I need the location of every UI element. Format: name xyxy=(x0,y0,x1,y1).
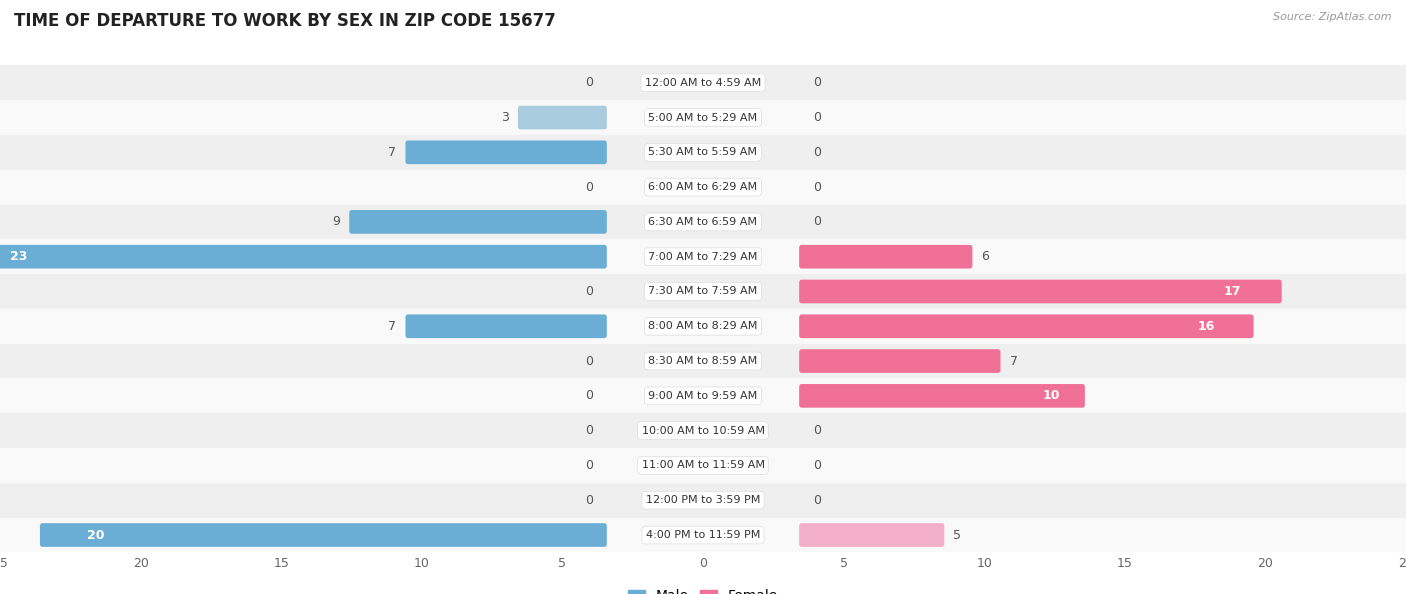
Text: 17: 17 xyxy=(1223,285,1241,298)
Text: 10:00 AM to 10:59 AM: 10:00 AM to 10:59 AM xyxy=(641,426,765,435)
Text: 6:00 AM to 6:29 AM: 6:00 AM to 6:29 AM xyxy=(648,182,758,192)
Bar xyxy=(0,170,1406,204)
Text: 7: 7 xyxy=(388,146,396,159)
Text: 3: 3 xyxy=(501,111,509,124)
Bar xyxy=(0,517,1406,552)
Text: 7: 7 xyxy=(388,320,396,333)
FancyBboxPatch shape xyxy=(517,106,607,129)
Text: 9: 9 xyxy=(332,216,340,229)
Bar xyxy=(0,239,1406,274)
Text: 0: 0 xyxy=(585,459,593,472)
Bar xyxy=(0,413,1406,448)
Text: 0: 0 xyxy=(585,389,593,402)
Bar xyxy=(0,448,1406,483)
Bar xyxy=(0,135,1406,170)
Text: 12:00 PM to 3:59 PM: 12:00 PM to 3:59 PM xyxy=(645,495,761,505)
Text: 0: 0 xyxy=(585,424,593,437)
Text: 0: 0 xyxy=(813,181,821,194)
Text: 6:30 AM to 6:59 AM: 6:30 AM to 6:59 AM xyxy=(648,217,758,227)
FancyBboxPatch shape xyxy=(39,523,607,547)
Text: 0: 0 xyxy=(585,285,593,298)
Text: 0: 0 xyxy=(585,181,593,194)
Text: 5:00 AM to 5:29 AM: 5:00 AM to 5:29 AM xyxy=(648,112,758,122)
FancyBboxPatch shape xyxy=(0,245,607,268)
Text: 0: 0 xyxy=(813,216,821,229)
Text: TIME OF DEPARTURE TO WORK BY SEX IN ZIP CODE 15677: TIME OF DEPARTURE TO WORK BY SEX IN ZIP … xyxy=(14,12,555,30)
Text: 7: 7 xyxy=(1010,355,1018,368)
Text: 0: 0 xyxy=(813,424,821,437)
FancyBboxPatch shape xyxy=(405,314,607,338)
Text: 0: 0 xyxy=(813,494,821,507)
Text: 5: 5 xyxy=(953,529,962,542)
Text: 16: 16 xyxy=(1198,320,1215,333)
Text: 11:00 AM to 11:59 AM: 11:00 AM to 11:59 AM xyxy=(641,460,765,470)
Text: 0: 0 xyxy=(813,459,821,472)
FancyBboxPatch shape xyxy=(799,314,1254,338)
Bar xyxy=(0,378,1406,413)
FancyBboxPatch shape xyxy=(405,141,607,164)
FancyBboxPatch shape xyxy=(799,245,973,268)
Text: 10: 10 xyxy=(1043,389,1060,402)
FancyBboxPatch shape xyxy=(799,280,1282,304)
Text: 5:30 AM to 5:59 AM: 5:30 AM to 5:59 AM xyxy=(648,147,758,157)
Bar xyxy=(0,309,1406,344)
Text: 7:30 AM to 7:59 AM: 7:30 AM to 7:59 AM xyxy=(648,286,758,296)
Text: 4:00 PM to 11:59 PM: 4:00 PM to 11:59 PM xyxy=(645,530,761,540)
FancyBboxPatch shape xyxy=(349,210,607,233)
Bar xyxy=(0,100,1406,135)
Bar xyxy=(0,483,1406,517)
Text: 0: 0 xyxy=(813,111,821,124)
Text: 8:30 AM to 8:59 AM: 8:30 AM to 8:59 AM xyxy=(648,356,758,366)
Text: 0: 0 xyxy=(585,494,593,507)
Bar xyxy=(0,344,1406,378)
Bar xyxy=(0,204,1406,239)
Text: 20: 20 xyxy=(87,529,104,542)
Text: Source: ZipAtlas.com: Source: ZipAtlas.com xyxy=(1274,12,1392,22)
Text: 0: 0 xyxy=(585,355,593,368)
Text: 0: 0 xyxy=(585,76,593,89)
Text: 0: 0 xyxy=(813,76,821,89)
Legend: Male, Female: Male, Female xyxy=(623,584,783,594)
FancyBboxPatch shape xyxy=(799,523,945,547)
Bar xyxy=(0,65,1406,100)
Text: 0: 0 xyxy=(813,146,821,159)
FancyBboxPatch shape xyxy=(799,349,1001,373)
Text: 9:00 AM to 9:59 AM: 9:00 AM to 9:59 AM xyxy=(648,391,758,401)
Text: 12:00 AM to 4:59 AM: 12:00 AM to 4:59 AM xyxy=(645,78,761,88)
Bar xyxy=(0,274,1406,309)
Text: 8:00 AM to 8:29 AM: 8:00 AM to 8:29 AM xyxy=(648,321,758,331)
Text: 6: 6 xyxy=(981,250,990,263)
Text: 7:00 AM to 7:29 AM: 7:00 AM to 7:29 AM xyxy=(648,252,758,262)
FancyBboxPatch shape xyxy=(799,384,1085,407)
Text: 23: 23 xyxy=(10,250,27,263)
